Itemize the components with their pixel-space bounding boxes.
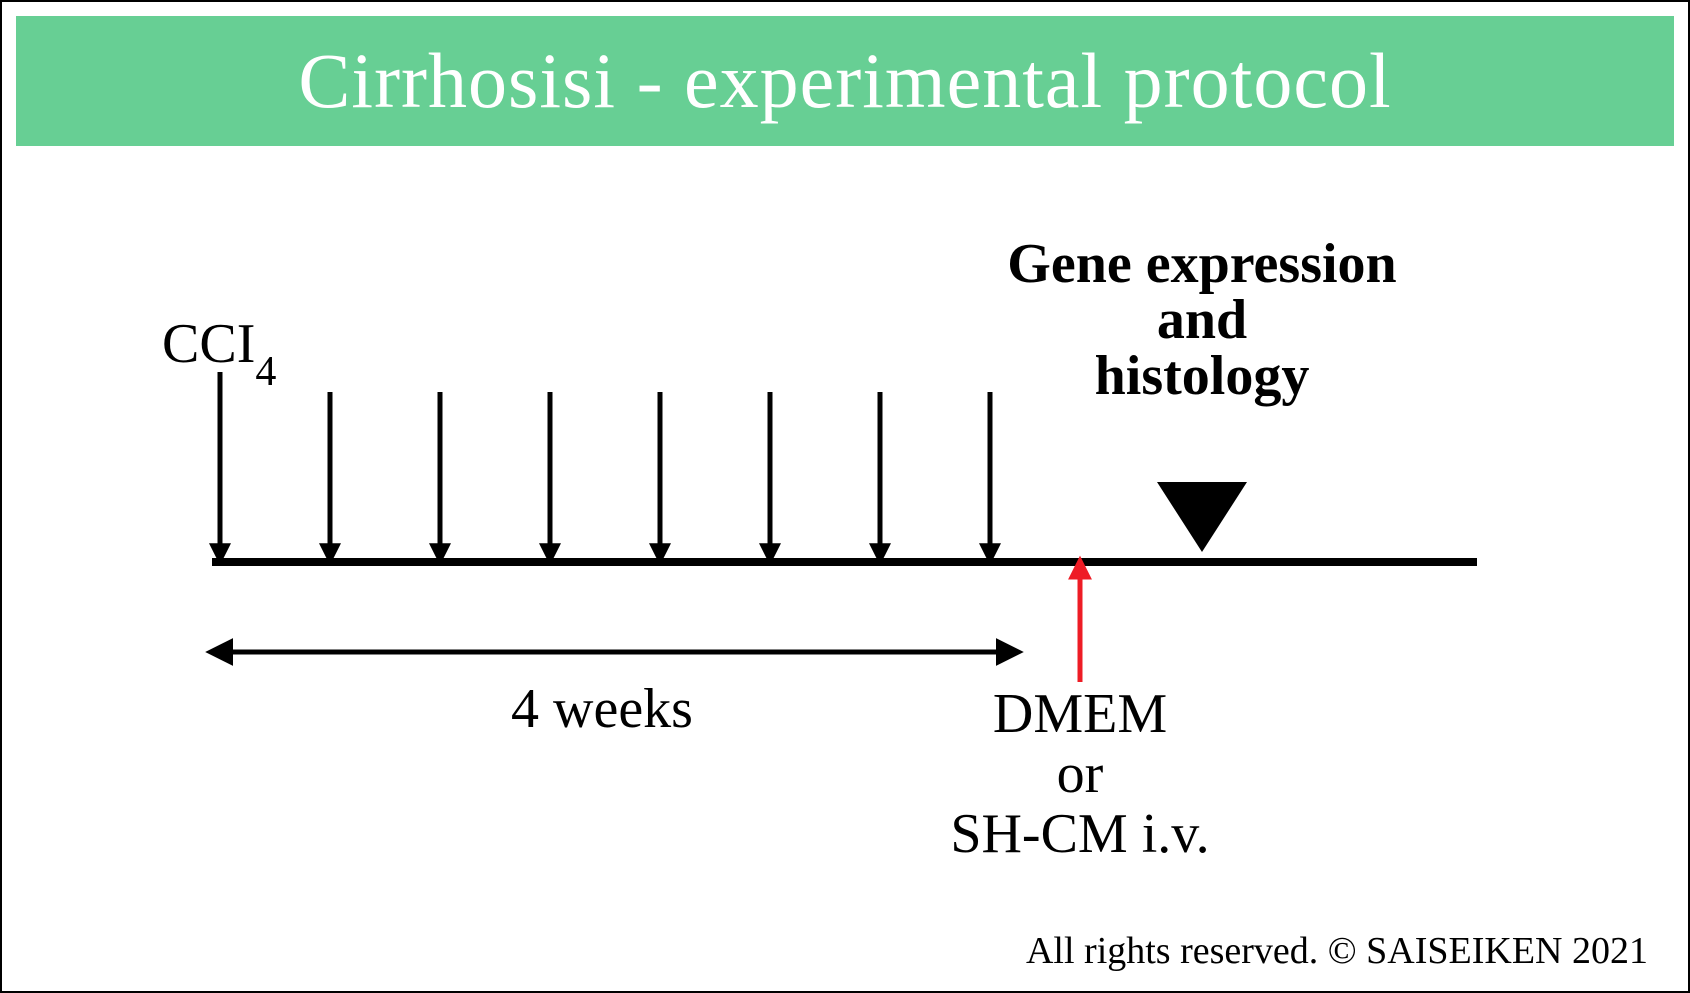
endpoint-triangle-icon [1157,482,1247,552]
duration-label: 4 weeks [511,678,693,740]
title-bar: Cirrhosisi - experimental protocol [16,16,1674,146]
injection-label-line2: or [1057,743,1104,805]
injection-label-line3: SH-CM i.v. [950,803,1209,865]
copyright-footer: All rights reserved. © SAISEIKEN 2021 [1026,929,1648,973]
injection-label-line1: DMEM [993,683,1167,745]
gene-expression-label-line2: and [1157,289,1247,351]
gene-expression-label-line3: histology [1095,345,1310,407]
diagram-svg: CCI4Gene expressionandhistologyDMEMorSH-… [2,152,1690,932]
title-text: Cirrhosisi - experimental protocol [298,36,1391,126]
timeline-diagram: CCI4Gene expressionandhistologyDMEMorSH-… [2,152,1690,932]
gene-expression-label: Gene expression [1007,233,1396,295]
figure-frame: Cirrhosisi - experimental protocol CCI4G… [0,0,1690,993]
